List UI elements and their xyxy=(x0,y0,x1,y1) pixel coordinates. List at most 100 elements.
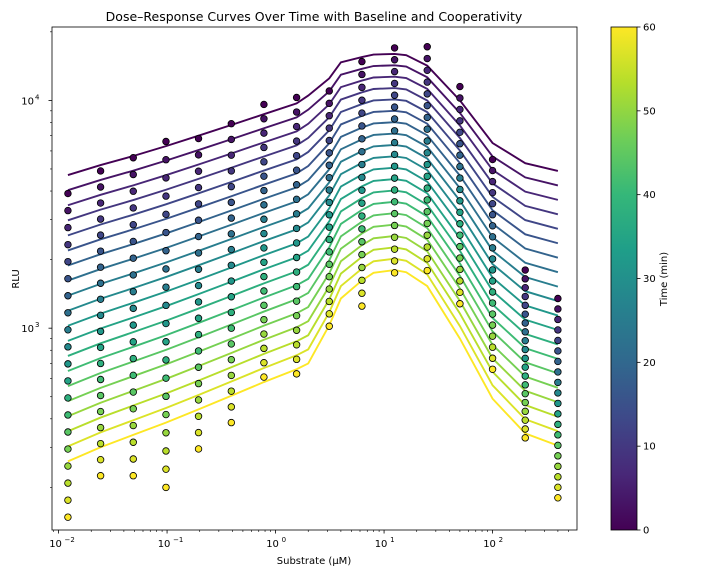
data-point xyxy=(96,472,105,480)
data-point xyxy=(554,462,562,471)
data-point xyxy=(521,354,529,363)
data-point xyxy=(129,421,137,430)
data-point xyxy=(423,125,431,133)
colorbar-tick-label: 60 xyxy=(643,23,656,34)
data-point xyxy=(64,479,72,487)
data-point xyxy=(292,122,301,131)
data-point xyxy=(260,344,268,353)
data-point xyxy=(162,447,170,455)
data-point xyxy=(390,127,399,135)
data-point xyxy=(96,407,105,416)
data-point xyxy=(194,363,203,371)
data-point xyxy=(488,255,497,263)
data-point xyxy=(64,496,72,504)
data-point xyxy=(260,272,268,281)
data-point xyxy=(96,199,105,207)
data-point xyxy=(521,266,529,274)
data-point xyxy=(488,321,497,329)
chart-title: Dose–Response Curves Over Time with Base… xyxy=(106,9,523,24)
data-point xyxy=(488,166,497,175)
data-point xyxy=(521,328,529,336)
data-point xyxy=(64,292,72,300)
data-point xyxy=(227,418,236,427)
data-point xyxy=(194,347,203,355)
data-point xyxy=(64,206,72,215)
data-point xyxy=(96,311,105,320)
data-point xyxy=(358,160,366,169)
data-point xyxy=(64,377,72,385)
series-line xyxy=(67,246,559,433)
data-point xyxy=(488,177,497,186)
data-point xyxy=(162,192,170,200)
data-point xyxy=(194,134,203,143)
data-point xyxy=(358,83,366,92)
data-point xyxy=(162,228,170,237)
data-point xyxy=(325,310,333,318)
data-point xyxy=(129,338,137,346)
data-point xyxy=(456,265,464,274)
data-point xyxy=(96,343,105,352)
data-point xyxy=(423,137,431,145)
data-point xyxy=(260,201,268,209)
data-point xyxy=(521,310,529,318)
x-tick-exponent: −1 xyxy=(173,536,183,544)
x-axis-label: Substrate (μM) xyxy=(277,556,352,567)
data-point xyxy=(456,117,464,125)
data-point xyxy=(423,184,431,192)
data-point xyxy=(64,394,72,402)
data-point xyxy=(96,215,105,223)
data-point xyxy=(227,340,236,348)
data-point xyxy=(358,238,366,246)
data-point xyxy=(390,174,399,182)
data-point xyxy=(325,149,333,157)
data-point xyxy=(64,428,72,436)
data-point xyxy=(521,381,529,389)
data-point xyxy=(162,392,170,401)
data-point xyxy=(292,93,301,102)
data-point xyxy=(521,434,529,442)
data-point xyxy=(227,355,236,364)
data-point xyxy=(358,70,366,79)
data-point xyxy=(554,399,562,408)
data-point xyxy=(390,221,399,230)
series-line xyxy=(67,52,559,176)
data-point xyxy=(390,91,399,99)
data-point xyxy=(64,513,72,521)
data-point xyxy=(129,304,137,313)
x-tick-exponent: 2 xyxy=(499,536,503,544)
data-point xyxy=(358,302,366,310)
data-point xyxy=(554,420,562,429)
data-point xyxy=(358,212,366,220)
data-point xyxy=(96,391,105,400)
marks xyxy=(64,43,562,521)
data-point xyxy=(325,186,333,194)
data-point xyxy=(456,174,464,182)
data-point xyxy=(129,354,137,363)
data-point xyxy=(358,225,366,233)
data-point xyxy=(325,173,333,182)
data-point xyxy=(227,151,236,159)
data-point xyxy=(194,281,203,290)
data-point xyxy=(194,232,203,241)
data-point xyxy=(554,452,562,460)
data-point xyxy=(227,135,236,144)
data-point xyxy=(488,188,497,197)
data-point xyxy=(325,248,333,256)
data-point xyxy=(358,173,366,182)
data-point xyxy=(292,151,301,160)
data-point xyxy=(162,155,170,164)
data-point xyxy=(358,109,366,117)
data-point xyxy=(129,187,137,195)
data-point xyxy=(325,272,333,281)
data-point xyxy=(521,283,529,292)
data-point xyxy=(96,231,105,239)
series-line xyxy=(67,223,559,403)
data-point xyxy=(227,403,236,411)
data-point xyxy=(194,249,203,257)
data-point xyxy=(292,108,301,116)
data-point xyxy=(260,287,268,295)
data-point xyxy=(488,288,497,296)
data-point xyxy=(390,115,399,123)
data-point xyxy=(292,166,301,174)
data-point xyxy=(488,199,497,208)
